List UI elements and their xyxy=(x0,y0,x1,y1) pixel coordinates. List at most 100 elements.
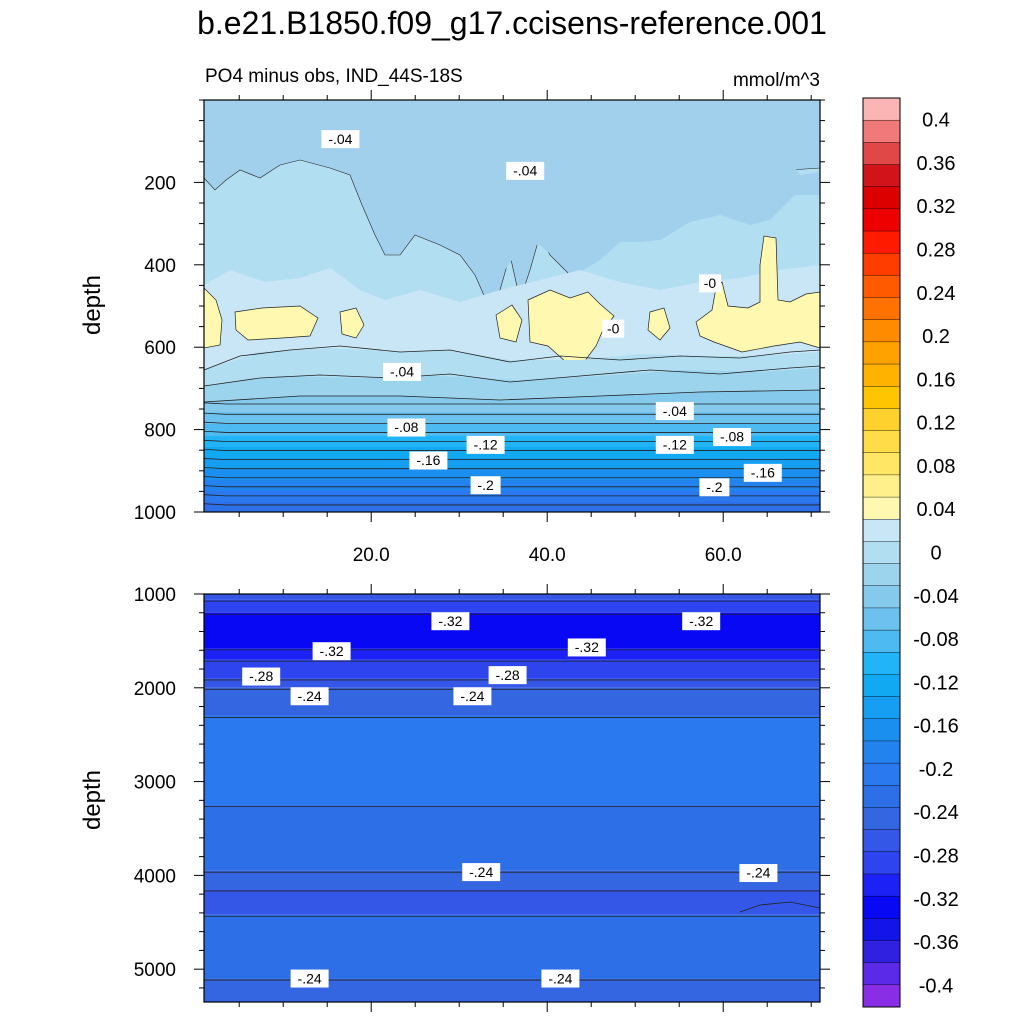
colorbar-swatch xyxy=(862,363,901,387)
colorbar-swatch xyxy=(862,873,901,897)
upper-depth-contour-6 xyxy=(203,458,820,461)
upper-contour-label-13: -.2 xyxy=(699,478,730,497)
upper-contour-label-11: -.16 xyxy=(743,463,782,482)
y-tick-label: 800 xyxy=(144,421,176,442)
upper-depth-contour-0 xyxy=(203,402,820,405)
colorbar-tick-label: 0 xyxy=(930,543,941,565)
lower-contour-label-0: -.32 xyxy=(431,612,470,631)
upper-contour-label-12: -.2 xyxy=(470,476,501,495)
colorbar-swatch xyxy=(862,496,901,520)
colorbar-tick-label: 0.4 xyxy=(922,110,950,132)
colorbar-tick-label: -0.32 xyxy=(913,889,959,911)
colorbar: 0.4 0.36 0.32 0.28 0.24 0.2 0.16 0.12 0.08 0.04 0 -… xyxy=(862,97,959,1008)
lower-contour-2 xyxy=(203,612,821,615)
lower-contour-label-4: -.28 xyxy=(242,667,281,686)
svg-text:-.08: -.08 xyxy=(394,419,418,435)
colorbar-swatch xyxy=(862,940,901,964)
lower-contour-extra xyxy=(739,901,821,913)
lower-contour-3 xyxy=(203,648,821,651)
upper-depth-contour-2 xyxy=(203,421,820,424)
lower-contour-6 xyxy=(203,687,821,690)
svg-text:-.24: -.24 xyxy=(298,688,322,704)
upper-contour-fill xyxy=(203,99,821,512)
colorbar-swatch xyxy=(862,452,901,476)
lower-contour-4 xyxy=(203,659,821,662)
colorbar-swatch xyxy=(862,807,901,831)
lower-band-10 xyxy=(204,889,820,915)
svg-text:-.04: -.04 xyxy=(390,364,414,380)
colorbar-tick-label: 0.32 xyxy=(917,196,956,218)
colorbar-swatch xyxy=(862,275,901,299)
lower-contour-7 xyxy=(203,715,821,718)
colorbar-swatch xyxy=(862,740,901,764)
colorbar-swatch xyxy=(862,984,901,1008)
upper-y-axis-label: depth xyxy=(79,275,106,335)
colorbar-tick-label: -0.4 xyxy=(919,975,953,997)
svg-text:-0: -0 xyxy=(607,320,620,336)
lower-band-1 xyxy=(204,599,820,613)
colorbar-tick-label: -0.2 xyxy=(919,759,953,781)
y-tick-label: 400 xyxy=(144,256,176,277)
svg-text:-.16: -.16 xyxy=(416,452,440,468)
lower-band-8 xyxy=(204,805,820,871)
colorbar-tick-label: 0.08 xyxy=(917,456,956,478)
colorbar-swatch xyxy=(862,541,901,565)
svg-text:-.24: -.24 xyxy=(460,688,484,704)
colorbar-swatch xyxy=(862,652,901,675)
svg-text:-.32: -.32 xyxy=(320,643,344,659)
colorbar-tick-label: 0.36 xyxy=(917,153,956,175)
upper-contour-label-8: -.12 xyxy=(466,435,505,454)
lower-band-9 xyxy=(204,870,820,890)
svg-text:-.24: -.24 xyxy=(746,865,770,881)
colorbar-tick-label: 0.12 xyxy=(917,413,956,435)
lower-band-0 xyxy=(204,594,820,600)
colorbar-swatch xyxy=(862,607,901,631)
colorbar-tick-label: -0.24 xyxy=(913,802,959,824)
lower-contour-label-10: -.24 xyxy=(290,969,329,988)
colorbar-swatch xyxy=(862,186,901,210)
svg-text:-.08: -.08 xyxy=(720,429,744,445)
colorbar-swatch xyxy=(862,519,901,542)
svg-text:-.24: -.24 xyxy=(548,970,572,986)
svg-text:-.2: -.2 xyxy=(477,477,494,493)
lower-axes: 1000 2000 3000 4000 5000 xyxy=(134,584,830,1012)
colorbar-tick-label: -0.08 xyxy=(913,629,959,651)
colorbar-swatch xyxy=(862,563,901,587)
lower-contour-label-8: -.24 xyxy=(462,863,501,882)
colorbar-swatch xyxy=(862,119,901,143)
colorbar-swatch xyxy=(862,762,901,786)
colorbar-swatch xyxy=(862,474,901,498)
lower-contour-label-1: -.32 xyxy=(682,612,721,631)
upper-contour-label-0: -.04 xyxy=(321,130,360,149)
y-tick-label: 3000 xyxy=(134,773,176,794)
colorbar-swatch xyxy=(862,208,901,232)
svg-text:-.32: -.32 xyxy=(689,613,713,629)
y-tick-label: 2000 xyxy=(134,679,176,700)
colorbar-tick-label: -0.36 xyxy=(913,932,959,954)
y-tick-label: 1000 xyxy=(134,503,176,524)
upper-contour-label-9: -.12 xyxy=(655,435,694,454)
colorbar-swatch xyxy=(862,164,901,188)
x-tick-label: 20.0 xyxy=(353,545,390,566)
lower-contour-12 xyxy=(203,978,821,981)
lower-y-axis-label: depth xyxy=(79,770,106,830)
colorbar-swatch xyxy=(862,696,901,720)
lower-band-11 xyxy=(204,914,820,979)
lower-contour-labels: -.32 -.32 -.32 -.32 -.28 -.28 -.24 -.24 -.24 -.24… xyxy=(242,612,778,988)
lower-band-7 xyxy=(204,715,820,806)
svg-text:-.04: -.04 xyxy=(513,163,537,179)
colorbar-swatch xyxy=(862,785,901,808)
upper-contour-label-6: -.08 xyxy=(387,418,426,437)
colorbar-tick-label: 0.04 xyxy=(917,499,956,521)
upper-depth-contour-11 xyxy=(203,503,820,506)
colorbar-tick-label: -0.16 xyxy=(913,716,959,738)
lower-contour-label-5: -.28 xyxy=(488,666,527,685)
svg-text:-.2: -.2 xyxy=(706,479,723,495)
svg-text:-.28: -.28 xyxy=(496,667,520,683)
upper-contour-label-2: -0 xyxy=(699,274,721,293)
svg-text:-.12: -.12 xyxy=(663,437,687,453)
colorbar-swatch xyxy=(862,297,901,321)
subtitle-left: PO4 minus obs, IND_44S-18S xyxy=(205,66,463,87)
upper-contour-label-3: -0 xyxy=(602,319,625,338)
